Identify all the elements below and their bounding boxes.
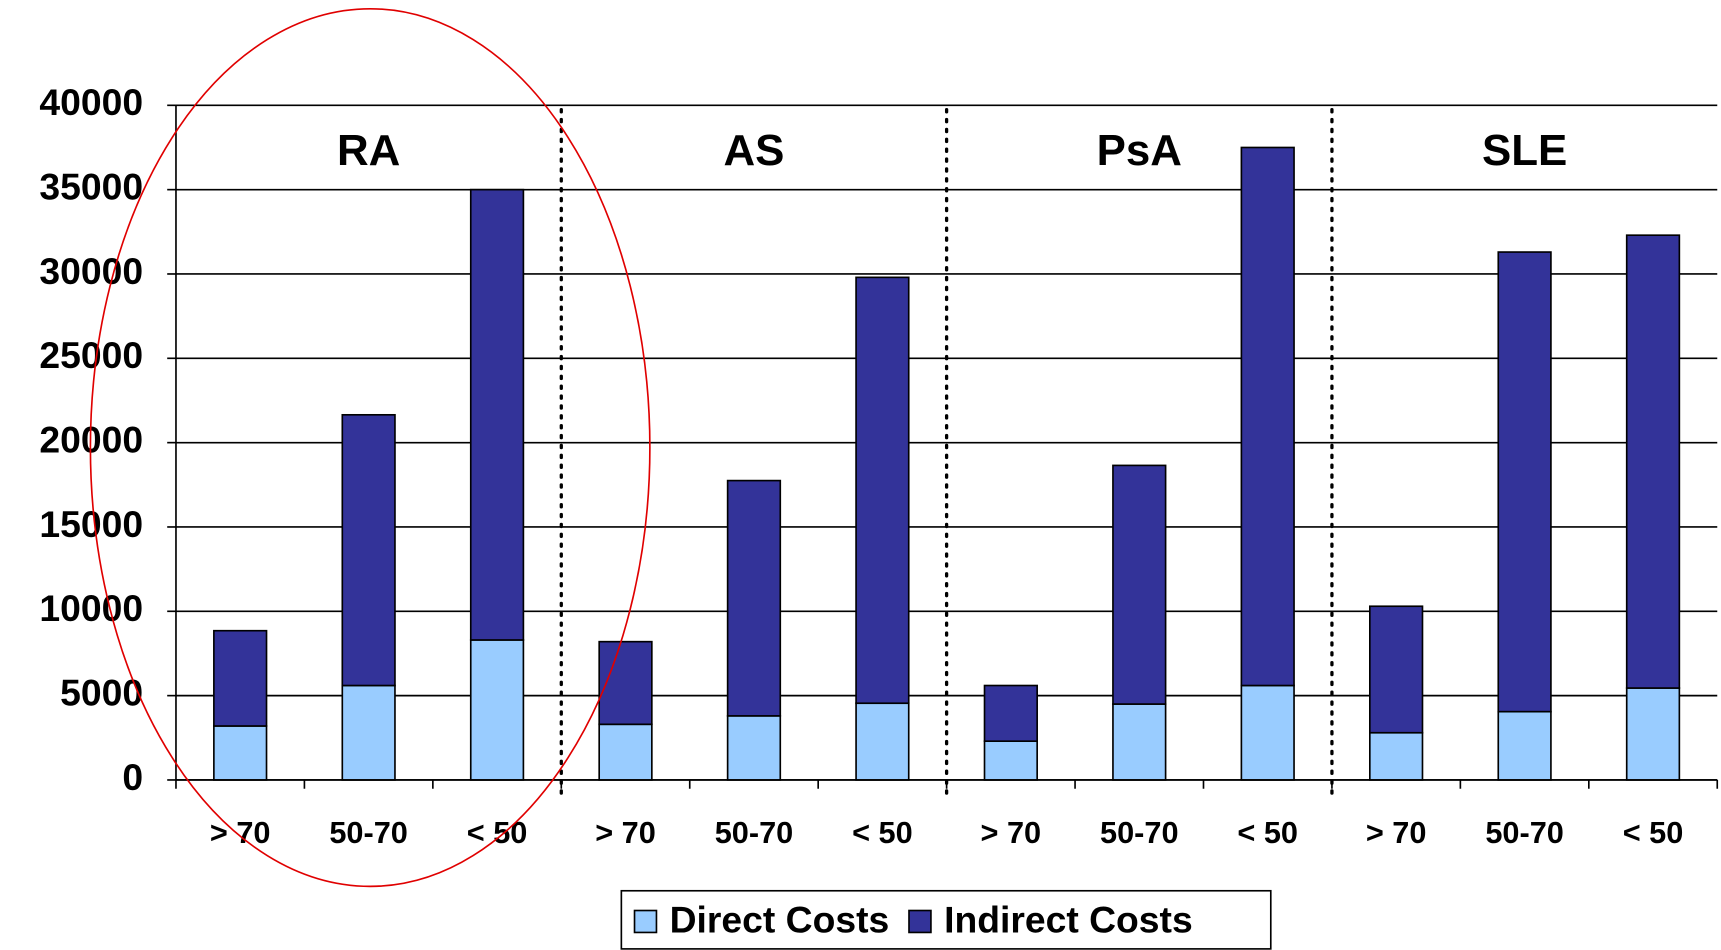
x-tick-label: < 50 (1237, 815, 1298, 850)
y-tick-label: 25000 (39, 334, 143, 376)
bar-segment (983, 684, 1038, 742)
y-tick-label: 5000 (60, 671, 143, 713)
y-tick-label: 15000 (39, 503, 143, 545)
x-tick-label: 50-70 (1100, 815, 1179, 850)
x-tick-label: < 50 (852, 815, 913, 850)
group-label: RA (337, 126, 400, 175)
bar-segment (213, 725, 268, 781)
bar-segment (726, 479, 782, 717)
bar-segment (213, 629, 268, 727)
y-tick-label: 0 (122, 756, 143, 798)
bar-segment (1625, 687, 1681, 781)
bar-segment (1369, 605, 1424, 734)
group-label: AS (723, 126, 784, 175)
bar-segment (1112, 703, 1167, 781)
bar-segment (1497, 251, 1552, 713)
legend-label: Indirect Costs (944, 898, 1193, 940)
x-tick-label: > 70 (1366, 815, 1427, 850)
bar-segment (1369, 731, 1424, 781)
group-label: PsA (1097, 126, 1182, 175)
legend-box (620, 889, 1272, 950)
y-tick-label: 40000 (39, 81, 143, 123)
y-tick-label: 10000 (39, 587, 143, 629)
bar-segment (1112, 464, 1167, 705)
bar-segment (598, 640, 653, 726)
x-tick-label: < 50 (1623, 815, 1684, 850)
legend-label: Direct Costs (670, 898, 890, 940)
highlight-ellipse (89, 7, 651, 888)
bar-segment (598, 723, 653, 781)
x-tick-label: > 70 (595, 815, 656, 850)
bar-segment (469, 188, 525, 641)
bar-segment (341, 684, 396, 781)
y-tick-label: 35000 (39, 165, 143, 207)
bar-segment (469, 639, 525, 781)
bar-segment (1497, 710, 1552, 781)
legend-swatch (633, 909, 658, 934)
bar-segment (983, 740, 1038, 781)
group-label: SLE (1482, 126, 1567, 175)
bar-segment (1625, 234, 1681, 689)
x-tick-label: > 70 (981, 815, 1042, 850)
bar-segment (1240, 684, 1295, 781)
bar-segment (855, 276, 910, 705)
bar-segment (855, 702, 910, 781)
x-tick-label: > 70 (210, 815, 271, 850)
x-tick-label: 50-70 (329, 815, 408, 850)
bar-segment (726, 715, 782, 781)
bar-segment (341, 413, 396, 687)
y-tick-label: 30000 (39, 250, 143, 292)
x-tick-label: 50-70 (715, 815, 794, 850)
x-tick-label: 50-70 (1485, 815, 1564, 850)
bar-segment (1240, 146, 1295, 687)
legend-swatch (908, 909, 932, 934)
